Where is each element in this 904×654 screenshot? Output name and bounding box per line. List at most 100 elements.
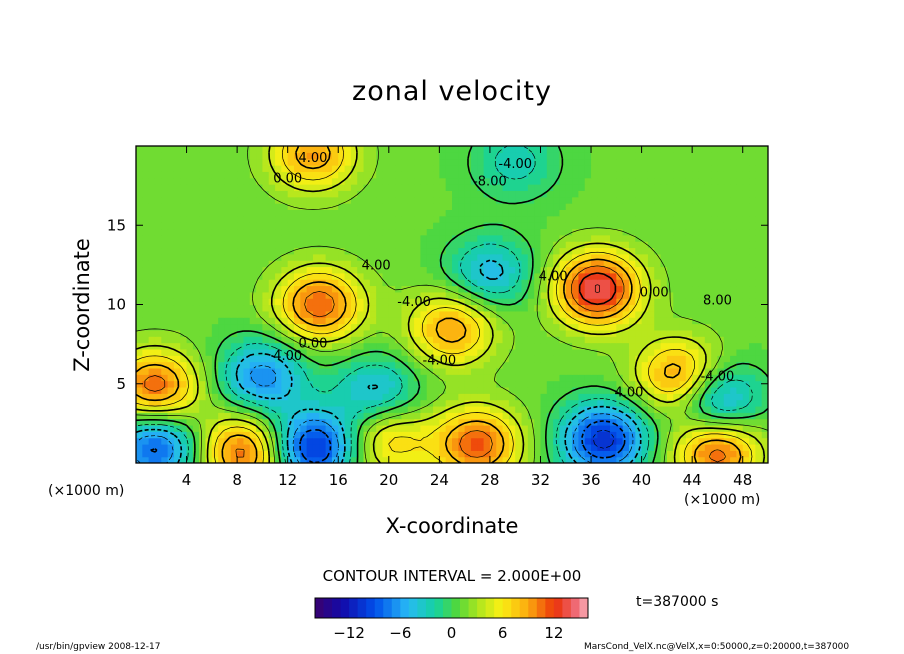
field-cell	[243, 437, 251, 445]
field-cell	[363, 298, 371, 306]
field-cell	[470, 266, 478, 274]
field-cell	[331, 393, 339, 401]
field-cell	[445, 266, 453, 274]
field-cell	[407, 190, 415, 198]
field-cell	[565, 386, 573, 394]
field-cell	[426, 450, 434, 458]
field-cell	[218, 228, 226, 236]
field-cell	[256, 418, 263, 426]
field-cell	[136, 285, 143, 293]
field-cell	[433, 247, 440, 255]
field-cell	[369, 355, 377, 363]
field-cell	[610, 190, 617, 198]
field-cell	[666, 196, 674, 204]
field-cell	[628, 399, 636, 407]
field-cell	[534, 285, 542, 293]
field-cell	[426, 342, 434, 350]
field-cell	[350, 215, 358, 223]
field-cell	[723, 298, 731, 306]
field-cell	[660, 355, 668, 363]
field-cell	[540, 272, 548, 280]
field-cell	[275, 367, 282, 375]
field-cell	[433, 374, 440, 382]
field-cell	[414, 367, 421, 375]
field-cell	[515, 342, 523, 350]
field-cell	[300, 203, 308, 210]
field-cell	[205, 317, 213, 325]
field-cell	[711, 171, 719, 179]
field-cell	[136, 310, 143, 318]
field-cell	[344, 431, 352, 439]
field-cell	[142, 209, 150, 217]
field-cell	[167, 203, 175, 210]
field-cell	[136, 291, 143, 299]
field-cell	[477, 152, 485, 160]
field-cell	[578, 234, 586, 242]
field-cell	[515, 165, 523, 172]
field-cell	[363, 152, 371, 160]
field-cell	[325, 443, 333, 451]
field-cell	[591, 260, 598, 268]
field-cell	[527, 228, 535, 236]
field-cell	[527, 234, 535, 242]
field-cell	[749, 260, 756, 268]
field-cell	[256, 285, 263, 293]
field-cell	[597, 165, 605, 172]
field-cell	[224, 336, 232, 344]
field-cell	[382, 418, 390, 426]
field-cell	[268, 361, 276, 369]
field-cell	[395, 450, 403, 458]
field-cell	[401, 405, 409, 413]
field-cell	[527, 424, 535, 432]
field-cell	[230, 386, 238, 394]
field-cell	[439, 323, 447, 331]
field-cell	[256, 386, 263, 394]
field-cell	[306, 399, 314, 407]
field-cell	[597, 342, 605, 350]
field-cell	[730, 291, 737, 299]
field-cell	[572, 329, 579, 337]
field-cell	[306, 310, 314, 318]
field-cell	[357, 418, 365, 426]
field-cell	[502, 317, 510, 325]
field-cell	[376, 355, 384, 363]
field-cell	[199, 380, 207, 388]
field-cell	[641, 443, 649, 451]
field-cell	[730, 405, 737, 413]
field-cell	[730, 158, 737, 166]
field-cell	[243, 304, 251, 312]
field-cell	[597, 279, 605, 287]
field-cell	[641, 355, 649, 363]
field-cell	[433, 228, 440, 236]
field-cell	[660, 203, 668, 210]
field-cell	[527, 437, 535, 445]
field-cell	[711, 272, 719, 280]
field-cell	[376, 399, 384, 407]
field-cell	[698, 298, 706, 306]
field-cell	[224, 317, 232, 325]
field-cell	[534, 272, 542, 280]
field-cell	[635, 234, 643, 242]
field-cell	[401, 247, 409, 255]
field-cell	[534, 456, 542, 463]
field-cell	[224, 342, 232, 350]
field-cell	[477, 247, 485, 255]
field-cell	[591, 177, 598, 185]
field-cell	[136, 215, 143, 223]
field-cell	[363, 234, 371, 242]
field-cell	[527, 222, 535, 230]
field-cell	[628, 298, 636, 306]
field-cell	[679, 412, 687, 420]
field-cell	[376, 342, 384, 350]
field-cell	[673, 437, 681, 445]
field-cell	[470, 260, 478, 268]
field-cell	[268, 228, 276, 236]
field-cell	[243, 152, 251, 160]
field-cell	[180, 367, 188, 375]
field-cell	[692, 336, 700, 344]
field-cell	[458, 266, 466, 274]
field-cell	[363, 399, 371, 407]
field-cell	[325, 393, 333, 401]
field-cell	[344, 228, 352, 236]
field-cell	[369, 177, 377, 185]
